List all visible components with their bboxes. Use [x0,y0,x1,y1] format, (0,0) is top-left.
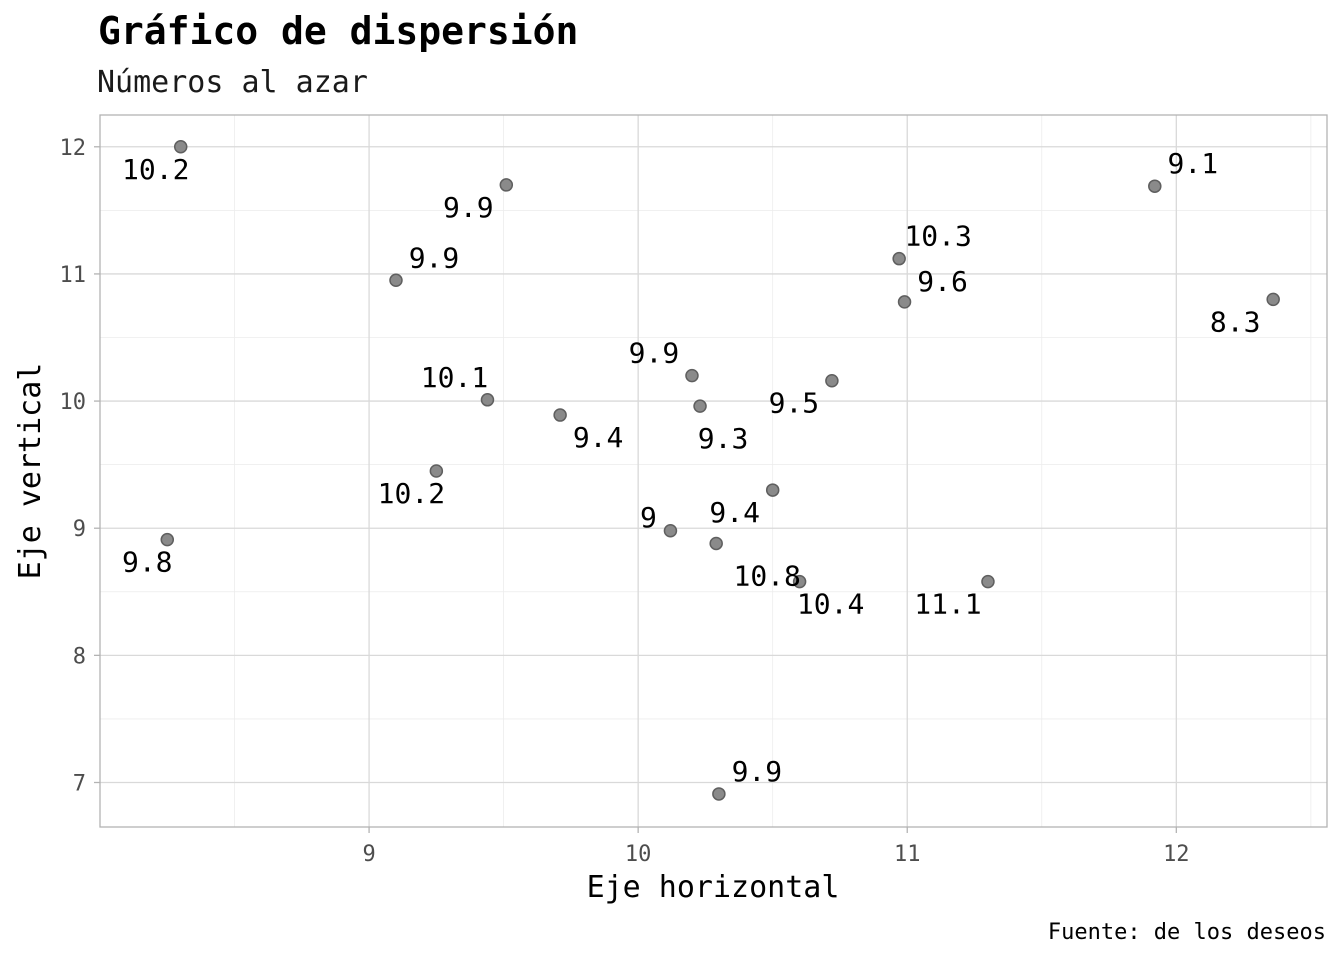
data-point-label: 9.9 [443,191,494,224]
x-tick-label: 9 [362,842,375,867]
data-point [429,464,444,478]
data-point [160,532,175,547]
x-axis-ticks: 9 10 11 12 [362,827,1190,867]
data-point [712,787,726,801]
y-tick-label: 11 [60,263,87,288]
data-point [1148,179,1162,193]
y-tick-label: 10 [60,390,87,415]
y-tick-label: 7 [73,772,86,797]
data-point [981,574,995,589]
data-point-label: 9.1 [1168,147,1219,180]
data-point-label: 9.9 [732,755,783,788]
y-tick-label: 9 [73,517,86,542]
data-point [1266,292,1280,307]
chart-caption: Fuente: de los deseos [1048,920,1326,945]
data-point-label: 9 [640,501,657,534]
data-point [765,483,780,497]
data-point-label: 10.2 [378,477,445,510]
y-tick-label: 12 [60,136,87,161]
x-tick-label: 12 [1163,842,1190,867]
data-point-label: 11.1 [914,588,981,621]
x-tick-label: 10 [625,842,652,867]
data-point [480,393,495,407]
y-tick-label: 8 [73,644,86,669]
data-point-label: 9.3 [698,422,749,455]
data-point [693,399,707,413]
data-points [160,140,1280,801]
data-point-label: 8.3 [1210,305,1261,338]
data-point-label: 9.4 [709,496,760,529]
plot-panel-border [99,114,1328,828]
data-point [709,536,723,551]
data-point [553,408,567,422]
data-point [892,251,906,266]
data-point-label: 9.9 [629,337,680,370]
data-point [663,524,678,538]
data-point-label: 9.9 [409,241,460,274]
data-point [499,178,514,192]
chart-title: Gráfico de dispersión [98,9,578,53]
data-point-label: 10.3 [904,220,971,253]
data-point-label: 10.2 [122,153,189,186]
y-axis-ticks: 7 8 9 10 11 12 [60,136,100,797]
data-point-label: 10.4 [797,588,864,621]
x-axis-label: Eje horizontal [587,870,840,905]
data-point [792,574,807,589]
data-point [173,140,188,154]
grid [100,115,1327,827]
data-point-label: 9.8 [122,546,173,579]
data-point [897,295,912,309]
chart-subtitle: Números al azar [97,65,368,100]
y-axis-label: Eje vertical [13,363,48,580]
data-point-label: 9.5 [769,387,820,420]
data-point [685,368,699,383]
point-labels: 10.2 9.8 9.9 10.2 10.1 9.9 9.4 9 9.9 9.3 10.8 9.9 9.… [122,147,1260,788]
data-point-label: 10.1 [421,361,488,394]
data-point-label: 10.8 [733,559,800,592]
data-point [389,273,403,288]
data-point-label: 9.4 [573,421,624,454]
x-tick-label: 11 [894,842,921,867]
data-point-label: 9.6 [917,265,968,298]
data-point [825,373,839,388]
